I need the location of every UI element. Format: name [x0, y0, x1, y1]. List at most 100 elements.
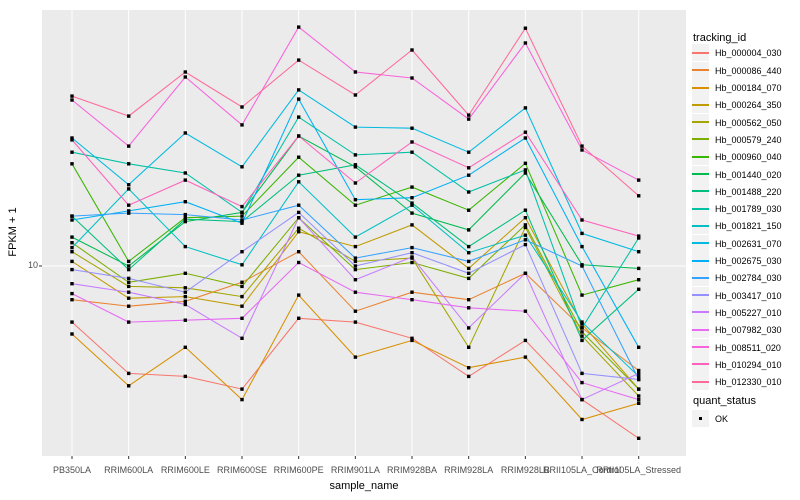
data-point	[127, 209, 131, 213]
data-point	[580, 322, 584, 326]
x-tick-label-RRIM928BA: RRIM928BA	[387, 465, 438, 475]
data-point	[127, 296, 131, 300]
square-point-icon	[698, 416, 703, 421]
legend-key-box	[692, 182, 709, 200]
data-point	[580, 320, 584, 324]
data-point	[297, 226, 301, 230]
data-point	[353, 309, 358, 313]
data-point	[467, 117, 471, 121]
data-point	[127, 284, 131, 289]
legend-line-swatch-icon	[692, 259, 709, 262]
data-point	[637, 374, 641, 379]
data-point	[467, 150, 471, 154]
data-point	[637, 436, 641, 440]
data-point	[523, 171, 528, 175]
data-point	[580, 397, 584, 402]
data-point	[580, 371, 584, 376]
data-point	[183, 212, 187, 217]
legend-item-label: Hb_000086_440	[715, 65, 782, 76]
data-point	[580, 148, 584, 152]
data-point	[70, 320, 74, 324]
data-point	[353, 267, 358, 272]
x-tick-label-RRIM928LA: RRIM928LA	[444, 465, 494, 475]
data-point	[127, 384, 131, 388]
data-point	[637, 377, 641, 382]
data-point	[580, 264, 584, 268]
data-point	[523, 161, 528, 165]
data-point	[127, 276, 131, 281]
data-point	[467, 113, 471, 117]
plot-panel	[42, 10, 686, 456]
legend-line-swatch-icon	[692, 103, 709, 106]
data-point	[467, 190, 471, 194]
data-point	[70, 214, 74, 218]
legend-key-box	[692, 79, 709, 96]
data-point	[580, 231, 584, 236]
data-point	[70, 291, 74, 296]
data-point	[183, 219, 187, 224]
data-point	[127, 280, 131, 284]
legend-item-label: Hb_000579_240	[715, 134, 782, 145]
x-tick-label-RRII105LA_Control: RRII105LA_Control	[542, 465, 622, 475]
data-point	[467, 276, 471, 281]
legend-line-swatch-icon	[692, 380, 709, 383]
legend-line-swatch-icon	[692, 328, 709, 331]
data-point	[353, 165, 358, 169]
data-point	[70, 267, 74, 272]
data-point	[297, 316, 301, 320]
data-point	[523, 309, 528, 313]
legend-key-box	[692, 130, 709, 148]
data-point	[70, 136, 74, 140]
data-point	[297, 180, 301, 184]
x-axis-title: sample_name	[329, 480, 399, 492]
legend-line-swatch-icon	[692, 276, 709, 279]
data-point	[70, 332, 74, 336]
data-point	[353, 203, 358, 207]
data-point	[523, 242, 528, 247]
data-point	[127, 259, 131, 264]
data-point	[183, 286, 187, 290]
legend-line-swatch-icon	[692, 69, 709, 72]
data-point	[70, 282, 74, 286]
data-point	[467, 166, 471, 170]
data-point	[183, 178, 187, 182]
data-point	[297, 25, 301, 29]
data-point	[410, 126, 414, 130]
data-point	[70, 218, 74, 222]
data-point	[70, 250, 74, 254]
data-point	[580, 144, 584, 148]
data-point	[410, 255, 414, 259]
data-point	[297, 230, 301, 234]
legend-key-box	[692, 200, 709, 218]
data-point	[183, 299, 187, 303]
data-point	[410, 260, 414, 265]
legend-item-label: Hb_000184_070	[715, 83, 782, 93]
data-point	[637, 371, 641, 376]
data-point	[183, 217, 187, 221]
data-point	[580, 293, 584, 297]
data-point	[240, 123, 244, 127]
data-point	[637, 178, 641, 182]
legend-line-swatch-icon	[692, 173, 709, 175]
data-point	[297, 134, 301, 138]
data-point	[637, 401, 641, 405]
y-tick-label: 10	[27, 260, 38, 270]
data-point	[240, 304, 244, 308]
legend-line-swatch-icon	[692, 51, 709, 54]
data-point	[183, 244, 187, 249]
data-point	[240, 284, 244, 289]
data-point	[467, 251, 471, 255]
data-point	[297, 260, 301, 265]
data-point	[70, 98, 74, 102]
data-point	[183, 302, 187, 307]
data-point	[410, 76, 414, 80]
data-point	[637, 250, 641, 254]
legend-item-label: Hb_000004_030	[715, 48, 782, 59]
data-point	[240, 250, 244, 254]
data-point	[410, 298, 414, 302]
data-point	[70, 150, 74, 154]
data-point	[70, 235, 74, 239]
data-point	[580, 218, 584, 222]
legend-title-tracking-id: tracking_id	[693, 32, 747, 44]
data-point	[523, 223, 528, 227]
